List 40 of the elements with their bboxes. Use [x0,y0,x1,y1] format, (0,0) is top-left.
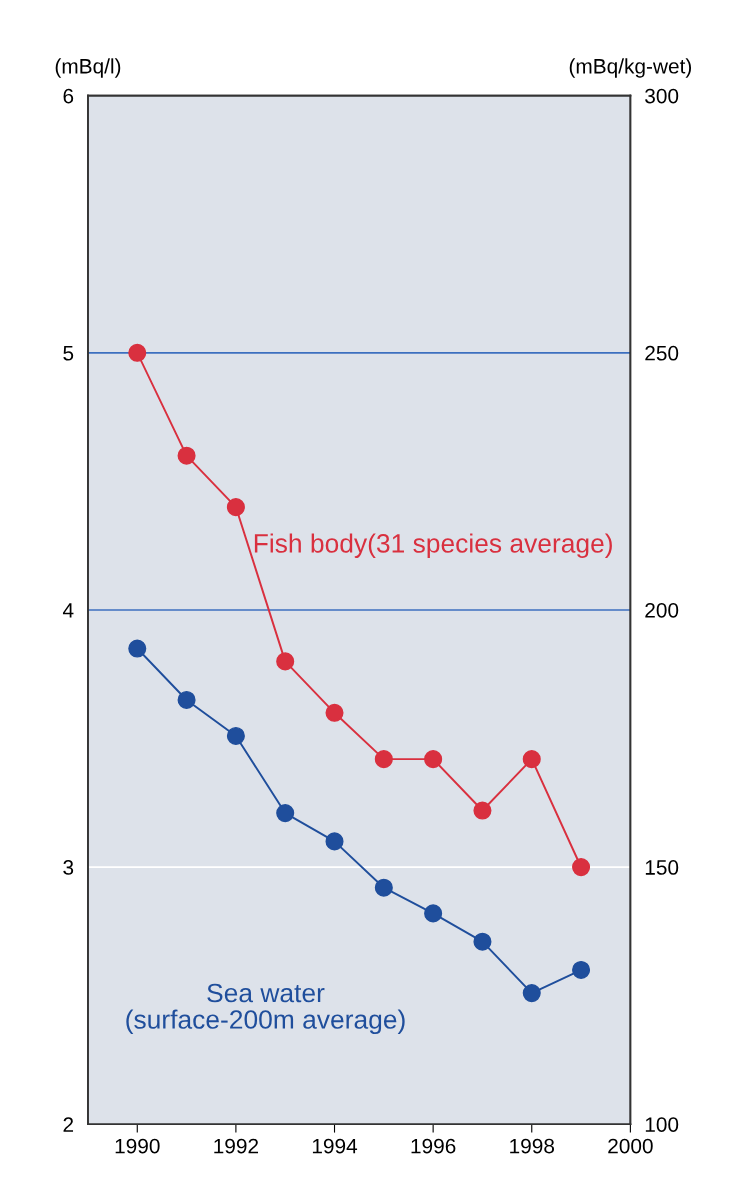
y-tick-label: 2 [63,1117,74,1132]
point [522,750,541,769]
point [572,960,591,979]
x-tick-label: 1992 [214,1138,259,1154]
point [276,652,295,671]
point [276,804,295,823]
text: Sea water (surface-200m average) [126,983,405,1035]
point [128,639,147,658]
y2-axis-title: (mBq/kg-wet) [569,58,692,78]
x-tick-label: 1998 [510,1138,555,1154]
point [177,690,196,709]
point [572,858,591,877]
point [325,703,344,722]
point [226,498,245,517]
x-tick-label: 2000 [608,1138,653,1154]
y2-tick-label: 250 [645,345,679,361]
x-tick-label: 1996 [411,1138,456,1154]
point [226,726,245,745]
point [177,446,196,465]
y-axis-title: (mBq/l) [55,58,121,78]
y-tick-label: 6 [63,88,74,104]
point [473,801,492,820]
y2-tick-label: 200 [645,602,679,618]
y2-tick-label: 100 [645,1117,679,1132]
y-tick-label: 5 [63,346,74,361]
y-tick-label: 4 [62,603,74,618]
y2-tick-label: 300 [645,88,679,104]
point [325,832,344,851]
y-tick-label: 3 [63,860,74,875]
point [424,750,443,769]
point [424,904,443,923]
point [374,750,393,769]
point [128,343,147,362]
series-label: Fish body(31 species average) [254,533,612,558]
y2-tick-label: 150 [645,860,679,875]
point [522,984,541,1003]
x-tick-label: 1994 [312,1138,358,1154]
point [374,878,393,897]
x-tick-label: 1990 [115,1138,160,1154]
point [473,932,492,951]
